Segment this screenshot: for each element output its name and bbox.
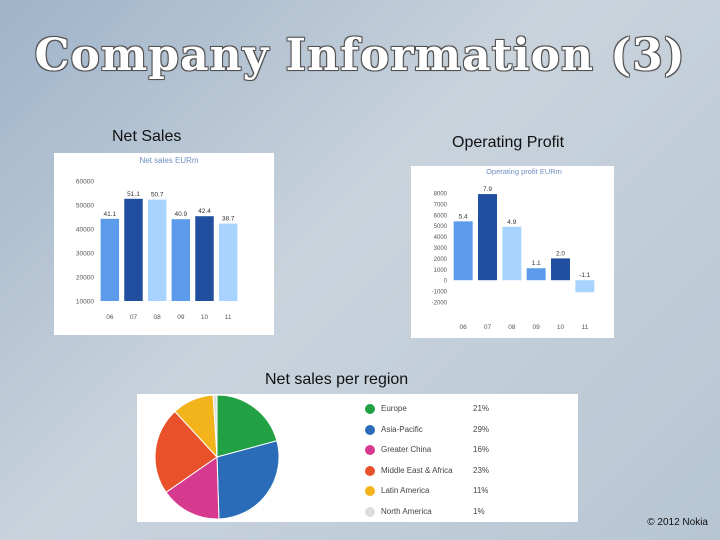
net-sales-bar	[147, 199, 167, 301]
op-profit-y-tick: 7000	[434, 202, 448, 208]
legend-swatch	[365, 445, 375, 455]
op-profit-data-label: 2.0	[556, 250, 565, 257]
op-profit-bar	[575, 280, 595, 293]
net-sales-x-tick: 09	[177, 314, 185, 321]
legend-label: Latin America	[381, 486, 430, 495]
region-pie-chart: Europe 21% Asia-Pacific 29% Greater China 16%…	[137, 394, 578, 522]
net-sales-data-label: 41.1	[104, 211, 117, 218]
pie-slice	[212, 394, 218, 458]
net-sales-data-label: 50.7	[151, 192, 164, 199]
legend-label: Europe	[381, 404, 407, 413]
op-profit-bar	[551, 258, 570, 281]
legend-percent: 11%	[473, 486, 489, 495]
legend-label: Asia-Pacific	[381, 424, 423, 434]
op-profit-y-tick: 0	[444, 279, 448, 285]
legend-item: Asia-Pacific 29%	[365, 423, 565, 441]
op-profit-bar	[453, 221, 473, 281]
legend-percent: 1%	[473, 506, 485, 516]
legend-item: Europe 21%	[365, 402, 565, 420]
legend-label: Greater China	[381, 445, 432, 454]
net-sales-bar	[100, 218, 120, 301]
op-profit-y-tick: -1000	[432, 290, 448, 296]
net-sales-y-tick: 20000	[76, 275, 94, 282]
net-sales-data-label: 38.7	[222, 216, 235, 223]
net-sales-label: Net Sales	[112, 128, 182, 145]
net-sales-y-tick: 30000	[76, 251, 94, 258]
legend-percent: 16%	[473, 445, 490, 454]
pie-slice	[154, 410, 218, 494]
region-pie-svg	[154, 394, 280, 520]
net-sales-chart: Net sales EURm 60000 50000 40000 30000 20000 1…	[54, 153, 274, 335]
legend-swatch	[365, 404, 375, 414]
net-sales-bar	[124, 198, 143, 301]
op-profit-x-tick: 11	[581, 324, 588, 331]
legend-swatch	[365, 424, 375, 435]
op-profit-title: Operating profit EURm	[486, 167, 562, 176]
operating-profit-label: Operating Profit	[452, 134, 565, 151]
net-sales-bar	[195, 216, 214, 301]
operating-profit-chart: Operating profit EURm 8000 7000 6000 5000 400…	[411, 166, 614, 338]
op-profit-x-tick: 08	[508, 324, 516, 331]
op-profit-data-label: 7.9	[483, 186, 492, 193]
op-profit-y-tick: 6000	[434, 213, 448, 219]
op-profit-x-tick: 06	[460, 324, 468, 331]
net-sales-x-tick: 11	[225, 314, 232, 321]
legend-item: Greater China 16%	[365, 443, 565, 461]
net-sales-y-tick: 10000	[76, 299, 94, 306]
net-sales-x-tick: 07	[130, 314, 138, 321]
copyright-footer: © 2012 Nokia	[647, 517, 708, 528]
op-profit-bar	[502, 226, 522, 281]
op-profit-x-tick: 09	[533, 324, 541, 331]
legend-item: North America 1%	[365, 505, 565, 523]
legend-label: Middle East & Africa	[381, 465, 453, 475]
legend-item: Latin America 11%	[365, 484, 565, 502]
op-profit-y-tick: 5000	[434, 224, 448, 230]
legend-percent: 23%	[473, 465, 490, 475]
op-profit-data-label: -1.1	[579, 272, 591, 279]
legend-swatch	[365, 486, 375, 496]
op-profit-y-tick: 4000	[434, 235, 448, 241]
net-sales-chart-svg: Net sales EURm 60000 50000 40000 30000 20000 1…	[76, 156, 238, 321]
net-sales-bar	[171, 219, 191, 301]
net-sales-bar	[218, 223, 238, 301]
net-sales-data-label: 40.9	[175, 211, 188, 218]
net-sales-x-tick: 10	[201, 314, 209, 321]
net-sales-y-tick: 40000	[76, 227, 94, 234]
op-profit-data-label: 5.4	[459, 213, 468, 220]
op-profit-x-tick: 10	[557, 324, 565, 331]
op-profit-data-label: 4.9	[507, 219, 516, 226]
legend-item: Middle East & Africa 23%	[365, 464, 565, 482]
op-profit-y-tick: 8000	[434, 192, 448, 198]
slide-title: Company Information (3)	[34, 30, 686, 81]
net-sales-data-label: 51.1	[127, 191, 140, 198]
pie-slice	[165, 456, 220, 520]
pie-slice	[216, 440, 280, 520]
legend-label: North America	[381, 506, 432, 516]
op-profit-y-tick: 3000	[434, 246, 448, 252]
net-sales-x-tick: 06	[106, 314, 114, 321]
legend-swatch	[365, 506, 375, 517]
region-legend: Europe 21% Asia-Pacific 29% Greater China 16%…	[365, 402, 565, 518]
legend-percent: 21%	[473, 404, 490, 413]
net-sales-title: Net sales EURm	[139, 156, 198, 165]
op-profit-bar	[526, 268, 546, 281]
net-sales-x-tick: 08	[154, 314, 162, 321]
op-profit-y-tick: -2000	[432, 301, 448, 307]
op-profit-y-tick: 2000	[434, 257, 448, 263]
legend-percent: 29%	[473, 424, 490, 434]
net-sales-y-tick: 50000	[76, 203, 94, 210]
operating-profit-chart-svg: Operating profit EURm 8000 7000 6000 5000 400…	[432, 167, 595, 331]
op-profit-x-tick: 07	[484, 324, 492, 331]
legend-swatch	[365, 465, 375, 476]
net-sales-y-tick: 60000	[76, 179, 94, 186]
op-profit-y-tick: 1000	[434, 268, 448, 274]
pie-slice	[216, 394, 278, 458]
net-sales-data-label: 42.4	[198, 208, 211, 215]
net-sales-region-label: Net sales per region	[265, 371, 409, 388]
op-profit-data-label: 1.1	[532, 260, 541, 267]
op-profit-bar	[478, 194, 497, 281]
